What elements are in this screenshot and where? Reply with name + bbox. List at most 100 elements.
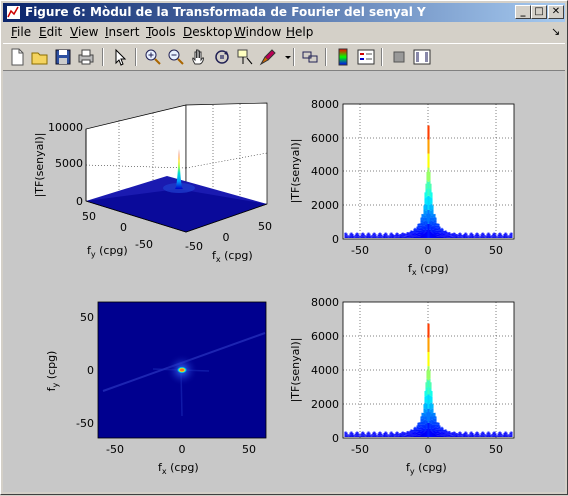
surface3d-xlabel-f: f bbox=[212, 249, 217, 262]
profile-y-axes[interactable]: 0 2000 4000 6000 8000 -50 0 50 |TF(senya… bbox=[289, 296, 515, 476]
brush-dropdown-icon[interactable] bbox=[278, 47, 291, 67]
menu-desktop[interactable]: Desktop bbox=[183, 25, 233, 39]
toolbar-separator bbox=[325, 48, 327, 66]
surface3d-zticks: 0 5000 10000 bbox=[48, 121, 83, 208]
close-icon: ✕ bbox=[551, 6, 561, 17]
menu-window[interactable]: Window bbox=[234, 25, 281, 39]
profile-x-yticks: 0 2000 4000 6000 8000 bbox=[311, 98, 339, 246]
menu-tools-label: ools bbox=[151, 25, 176, 39]
menu-file[interactable]: File bbox=[11, 25, 31, 39]
brush-icon[interactable] bbox=[258, 47, 278, 67]
open-file-icon[interactable] bbox=[30, 47, 50, 67]
surface3d-xlabel-sub: x bbox=[216, 255, 221, 264]
image2d-xlabel: fx (cpg) bbox=[158, 461, 199, 476]
surface3d-xtick-2: 50 bbox=[258, 220, 272, 233]
image2d-axes[interactable]: 50 0 -50 -50 0 50 fy (cpg) fx (cpg) bbox=[45, 301, 267, 476]
zoom-out-icon[interactable] bbox=[166, 47, 186, 67]
profile-y-ylabel: |TF(senyal)| bbox=[289, 338, 302, 403]
menu-file-label: ile bbox=[17, 25, 32, 39]
profile-y-xtick-0: -50 bbox=[351, 443, 369, 456]
profile-x-ytick-2: 4000 bbox=[311, 165, 339, 178]
dock-arrow-icon[interactable]: ↘ bbox=[551, 25, 561, 38]
profile-x-xtick-2: 50 bbox=[489, 244, 503, 257]
profile-x-ytick-0: 0 bbox=[332, 233, 339, 246]
zoom-in-icon[interactable] bbox=[143, 47, 163, 67]
surface3d-ylabel-f: f bbox=[87, 244, 92, 257]
menu-bar: File Edit View Insert Tools Desktop Wind… bbox=[3, 23, 565, 42]
menu-insert[interactable]: Insert bbox=[105, 25, 139, 39]
menu-tools[interactable]: Tools bbox=[146, 25, 176, 39]
image2d-ylabel-f: f bbox=[45, 386, 58, 391]
pointer-icon[interactable] bbox=[110, 47, 130, 67]
menu-window-label: indow bbox=[245, 25, 282, 39]
profile-x-xlabel-rest: (cpg) bbox=[417, 262, 449, 275]
maximize-button[interactable]: □ bbox=[531, 5, 547, 19]
profile-y-xtick-2: 50 bbox=[489, 443, 503, 456]
menu-tools-mnemonic: T bbox=[146, 25, 152, 39]
link-plot-icon[interactable] bbox=[300, 47, 320, 67]
surface3d-xlabel-rest: (cpg) bbox=[221, 249, 253, 262]
profile-y-ytick-0: 0 bbox=[332, 432, 339, 445]
profile-x-xlabel-sub: x bbox=[412, 268, 417, 277]
save-icon[interactable] bbox=[53, 47, 73, 67]
profile-x-ytick-4: 8000 bbox=[311, 98, 339, 111]
profile-y-ytick-3: 6000 bbox=[311, 330, 339, 343]
image2d-center-spot bbox=[176, 366, 188, 374]
menu-edit-label: dit bbox=[46, 25, 63, 39]
surface3d-xtick-0: -50 bbox=[185, 240, 203, 253]
menu-edit[interactable]: Edit bbox=[39, 25, 62, 39]
menu-view[interactable]: View bbox=[70, 25, 98, 39]
menu-view-label: iew bbox=[77, 25, 99, 39]
surface3d-ytick-0: 50 bbox=[82, 210, 96, 223]
minimize-button[interactable]: _ bbox=[515, 5, 531, 19]
title-bar: Figure 6: Mòdul de la Transformada de Fo… bbox=[3, 3, 565, 22]
new-figure-icon[interactable] bbox=[7, 47, 27, 67]
profile-y-ytick-1: 2000 bbox=[311, 398, 339, 411]
maximize-icon: □ bbox=[534, 6, 544, 17]
profile-x-xlabel-f: f bbox=[408, 262, 413, 275]
image2d-xtick-0: -50 bbox=[106, 443, 124, 456]
show-plot-tools-icon[interactable] bbox=[412, 47, 432, 67]
pan-hand-icon[interactable] bbox=[189, 47, 209, 67]
profile-x-axes[interactable]: 0 2000 4000 6000 8000 -50 0 50 |TF(senya… bbox=[289, 98, 515, 277]
colorbar-icon[interactable] bbox=[333, 47, 353, 67]
image2d-ylabel-rest: (cpg) bbox=[45, 351, 58, 383]
image2d-ylabel: fy (cpg) bbox=[45, 351, 60, 392]
close-button[interactable]: ✕ bbox=[548, 5, 564, 19]
menu-help-mnemonic: H bbox=[286, 25, 296, 39]
toolbar-separator bbox=[381, 48, 383, 66]
menu-help[interactable]: Help bbox=[286, 25, 313, 39]
surface3d-ztick-2: 10000 bbox=[48, 121, 83, 134]
profile-y-xlabel-rest: (cpg) bbox=[415, 461, 447, 474]
legend-icon[interactable] bbox=[356, 47, 376, 67]
profile-x-bars bbox=[344, 125, 513, 238]
menu-file-mnemonic: F bbox=[11, 25, 18, 39]
surface3d-xlabel: fx (cpg) bbox=[212, 249, 253, 264]
image2d-xlabel-f: f bbox=[158, 461, 163, 474]
surface3d-ytick-1: 0 bbox=[120, 221, 127, 234]
image2d-xlabel-rest: (cpg) bbox=[167, 461, 199, 474]
minimize-icon: _ bbox=[520, 6, 526, 17]
surface3d-y-axis-line bbox=[85, 200, 187, 233]
image2d-xticks: -50 0 50 bbox=[106, 443, 256, 456]
profile-x-xlabel: fx (cpg) bbox=[408, 262, 449, 277]
data-cursor-icon[interactable] bbox=[235, 47, 255, 67]
matlab-figure-icon bbox=[6, 5, 21, 20]
surface3d-axes[interactable]: 0 5000 10000 50 0 -50 -50 0 50 |TF(senya… bbox=[33, 102, 272, 264]
hide-plot-tools-icon[interactable] bbox=[389, 47, 409, 67]
menu-edit-mnemonic: E bbox=[39, 25, 47, 39]
surface3d-floor-shade bbox=[86, 189, 267, 232]
profile-x-ytick-1: 2000 bbox=[311, 199, 339, 212]
surface3d-xticks: -50 0 50 bbox=[185, 220, 272, 253]
menu-desktop-label: esktop bbox=[192, 25, 233, 39]
profile-y-bars bbox=[344, 323, 513, 437]
surface3d-ylabel: fy (cpg) bbox=[87, 244, 128, 259]
print-icon[interactable] bbox=[76, 47, 96, 67]
surface3d-zlabel: |TF(senyal)| bbox=[33, 133, 46, 198]
figure-toolbar bbox=[3, 43, 565, 71]
image2d-ylabel-sub: y bbox=[51, 382, 60, 387]
surface3d-ztick-1: 5000 bbox=[55, 157, 83, 170]
image2d-xlabel-sub: x bbox=[162, 467, 167, 476]
rotate-3d-icon[interactable] bbox=[212, 47, 232, 67]
